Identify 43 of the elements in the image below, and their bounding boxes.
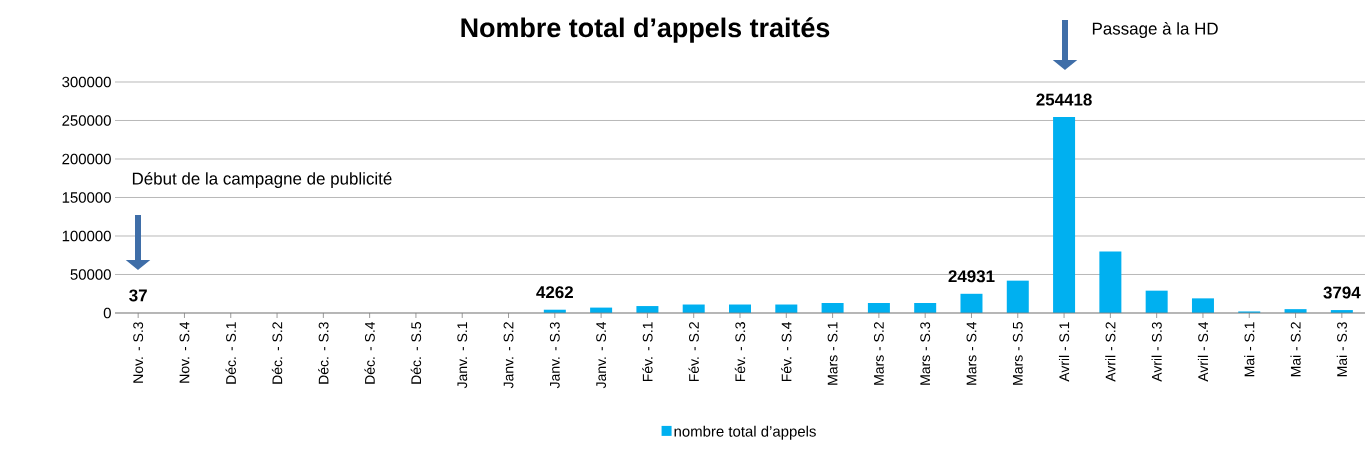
x-tick-label: Avril - S.3: [1151, 322, 1162, 382]
y-tick-label: 300000: [62, 76, 111, 88]
x-tick-label: Avril - S.4: [1197, 321, 1209, 382]
y-tick-label: 0: [103, 307, 111, 319]
legend-label: nombre total d’appels: [674, 425, 816, 440]
x-tick-label: Déc. - S.2: [271, 322, 283, 384]
data-label: 254418: [1036, 93, 1092, 106]
x-tick-label: Fév. - S.4: [781, 321, 792, 382]
x-tick-label: Fév. - S.2: [688, 322, 699, 382]
x-tick-label: Nov. - S.4: [179, 321, 190, 383]
x-tick-label: Nov. - S.3: [133, 322, 144, 383]
data-label: 24931: [948, 270, 995, 283]
y-tick-label: 100000: [62, 230, 111, 242]
x-tick-label: Déc. - S.1: [225, 322, 236, 384]
y-tick-label: 50000: [70, 269, 111, 280]
x-tick-label: Mars - S.5: [1012, 322, 1023, 385]
x-tick-label: Fév. - S.3: [734, 322, 746, 382]
y-tick-label: 200000: [62, 153, 111, 165]
x-tick-label: Janv. - S.1: [457, 322, 468, 389]
x-tick-label: Mai - S.1: [1244, 322, 1255, 377]
x-tick-label: Mars - S.2: [873, 322, 884, 385]
x-tick-label: Janv. - S.2: [503, 322, 514, 389]
data-label: 3794: [1323, 286, 1361, 299]
y-tick-label: 250000: [62, 115, 111, 126]
x-tick-label: Fév. - S.1: [642, 322, 653, 382]
x-tick-label: Mars - S.4: [966, 321, 977, 385]
x-tick-label: Mars - S.3: [920, 322, 931, 385]
x-tick-label: Déc. - S.5: [410, 322, 422, 384]
x-tick-label: Mai - S.3: [1336, 322, 1347, 377]
x-tick-label: Déc. - S.3: [318, 322, 329, 384]
x-tick-label: Avril - S.2: [1105, 322, 1116, 382]
text: Passage à la HD: [1092, 22, 1218, 38]
data-label: 4262: [536, 286, 573, 299]
x-tick-label: Janv. - S.4: [596, 321, 607, 389]
data-label: 37: [129, 289, 147, 302]
y-tick-label: 150000: [62, 192, 111, 203]
chart-title: Nombre total d’appels traités: [461, 17, 830, 43]
annotation: Début de la campagne de publicité: [132, 172, 392, 188]
x-tick-label: Déc. - S.4: [364, 321, 375, 384]
x-tick-label: Avril - S.1: [1058, 322, 1070, 382]
x-tick-label: Janv. - S.3: [549, 322, 560, 389]
x-tick-label: Mai - S.2: [1290, 322, 1301, 377]
x-tick-label: Mars - S.1: [827, 322, 838, 385]
